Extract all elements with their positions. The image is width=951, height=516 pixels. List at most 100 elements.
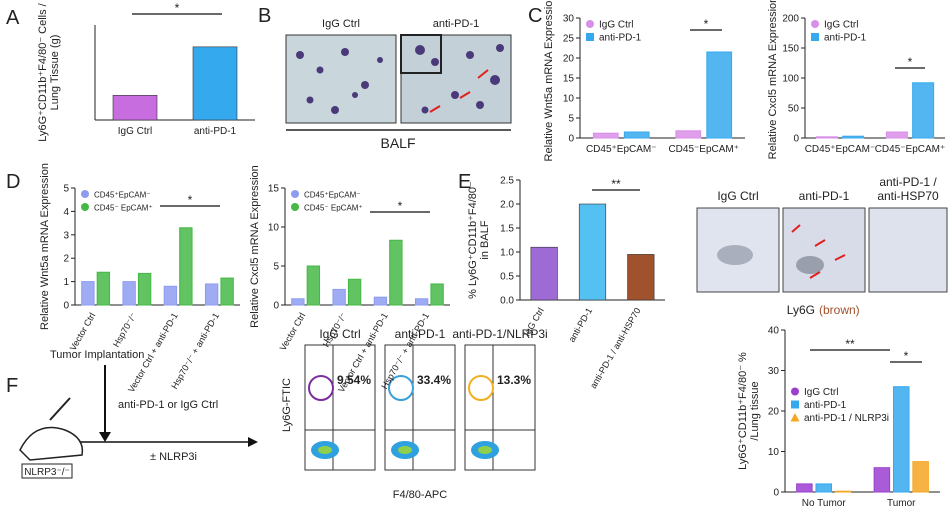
legend-label: IgG Ctrl: [804, 387, 838, 398]
x-tick-label: CD45⁻EpCAM⁺: [875, 144, 946, 155]
image-caption: Ly6G: [787, 303, 815, 317]
gate: [308, 375, 334, 401]
flow-ylabel: Ly6G-FTIC: [281, 378, 293, 432]
significance-label: *: [904, 349, 909, 363]
density: [318, 446, 332, 454]
schematic-inhibitor: ± NLRP3i: [150, 451, 197, 463]
bar: [332, 288, 346, 306]
image-title: IgG Ctrl: [322, 18, 360, 30]
y-tick-label: 5: [273, 262, 279, 273]
flow-title: anti-PD-1: [395, 327, 446, 341]
bar: [623, 131, 650, 139]
gate: [388, 375, 414, 401]
y-tick-label: 5: [568, 114, 574, 125]
flow-xlabel: F4/80-APC: [393, 489, 447, 501]
flow-title: anti-PD-1/NLRP3i: [452, 327, 547, 341]
legend-marker: [81, 203, 89, 211]
y-tick-label: 1: [63, 277, 69, 288]
bar: [347, 278, 362, 306]
legend-marker: [586, 20, 594, 28]
legend-marker: [586, 33, 594, 41]
bar: [137, 272, 152, 306]
bar: [912, 82, 935, 139]
y-tick-label: 150: [782, 44, 799, 55]
mouse-icon: [19, 426, 84, 461]
flow-percentage: 9.54%: [337, 373, 371, 387]
schematic-step: Tumor Implantation: [50, 349, 144, 361]
y-axis-label: Ly6G⁺CD11b⁺F4/80⁻ Cells /: [37, 2, 49, 141]
y-tick-label: 30: [768, 366, 780, 377]
bar: [291, 298, 305, 306]
legend-marker: [791, 400, 799, 409]
density: [398, 446, 412, 454]
y-tick-label: 0.5: [500, 272, 514, 283]
significance-label: *: [908, 55, 913, 69]
y-tick-label: 0: [773, 488, 779, 499]
x-tick-label: anti-PD-1 / anti-HSP70: [588, 306, 642, 390]
x-tick-label: No Tumor: [802, 498, 847, 509]
y-tick-label: 25: [563, 34, 575, 45]
bar: [430, 283, 444, 306]
y-tick-label: 20: [563, 54, 575, 65]
y-axis-label: Ly6G⁺CD11b⁺F4/80⁻ %: [737, 352, 749, 470]
bar: [530, 246, 558, 301]
schematic: Tumor Implantation anti-PD-1 or IgG Ctrl…: [19, 349, 258, 479]
flow-plots: Ly6G-FTIC F4/80-APC: [281, 378, 447, 501]
significance-label: *: [175, 1, 180, 15]
y-tick-label: 15: [563, 74, 575, 85]
bar: [220, 277, 234, 306]
y-tick-label: 0: [273, 301, 279, 312]
bar: [122, 281, 136, 306]
x-tick-label: CD45⁺EpCAM⁻: [805, 144, 876, 155]
bar: [81, 281, 95, 306]
legend-label: anti-PD-1: [804, 400, 847, 411]
bar: [885, 131, 908, 139]
bar: [873, 467, 891, 493]
y-tick-label: 30: [563, 14, 575, 25]
bar: [627, 254, 655, 301]
bar: [796, 483, 813, 493]
image-stain: (brown): [819, 303, 860, 317]
y-tick-label: 200: [782, 14, 799, 25]
y-tick-label: 5: [63, 184, 69, 195]
x-tick-label: IgG Ctrl: [118, 126, 152, 137]
bar: [842, 135, 865, 139]
y-tick-label: 100: [782, 74, 799, 85]
micrograph: [868, 207, 948, 293]
bar: [96, 271, 111, 306]
y-tick-label: 2: [63, 254, 69, 265]
significance-label: **: [845, 337, 855, 351]
image-title: IgG Ctrl: [717, 189, 758, 203]
flow-percentage: 13.3%: [497, 373, 531, 387]
y-tick-label: 15: [268, 184, 280, 195]
legend-marker: [811, 33, 819, 41]
density: [478, 446, 492, 454]
panel-letter: E: [458, 171, 471, 193]
legend-marker: [791, 387, 799, 396]
bar: [815, 136, 838, 139]
arrows: [429, 69, 489, 113]
y-tick-label: 0: [63, 301, 69, 312]
x-tick-label: CD45⁻EpCAM⁺: [668, 144, 739, 155]
legend-marker: [811, 20, 819, 28]
image-caption: BALF: [380, 135, 415, 151]
y-tick-label: 4: [63, 207, 69, 218]
bar: [179, 227, 193, 306]
y-tick-label: 10: [268, 223, 280, 234]
bar: [578, 203, 607, 301]
legend-marker: [291, 203, 299, 211]
legend-label: CD45⁻ EpCAM⁺: [304, 204, 363, 213]
y-tick-label: 0.0: [500, 296, 514, 307]
image-title: anti-PD-1 /: [879, 175, 937, 189]
significance-label: **: [611, 177, 621, 191]
x-tick-label: Vector Ctrl: [68, 311, 98, 352]
legend-label: CD45⁺EpCAM⁻: [94, 191, 150, 200]
legend-label: CD45⁺EpCAM⁻: [304, 191, 360, 200]
x-tick-label: anti-PD-1: [194, 126, 237, 137]
bar: [112, 95, 158, 121]
y-axis-label: /Lung tissue: [749, 381, 761, 440]
image-title: anti-PD-1: [433, 18, 479, 30]
legend-label: anti-PD-1 / NLRP3i: [804, 413, 889, 424]
legend-label: IgG Ctrl: [824, 20, 858, 31]
